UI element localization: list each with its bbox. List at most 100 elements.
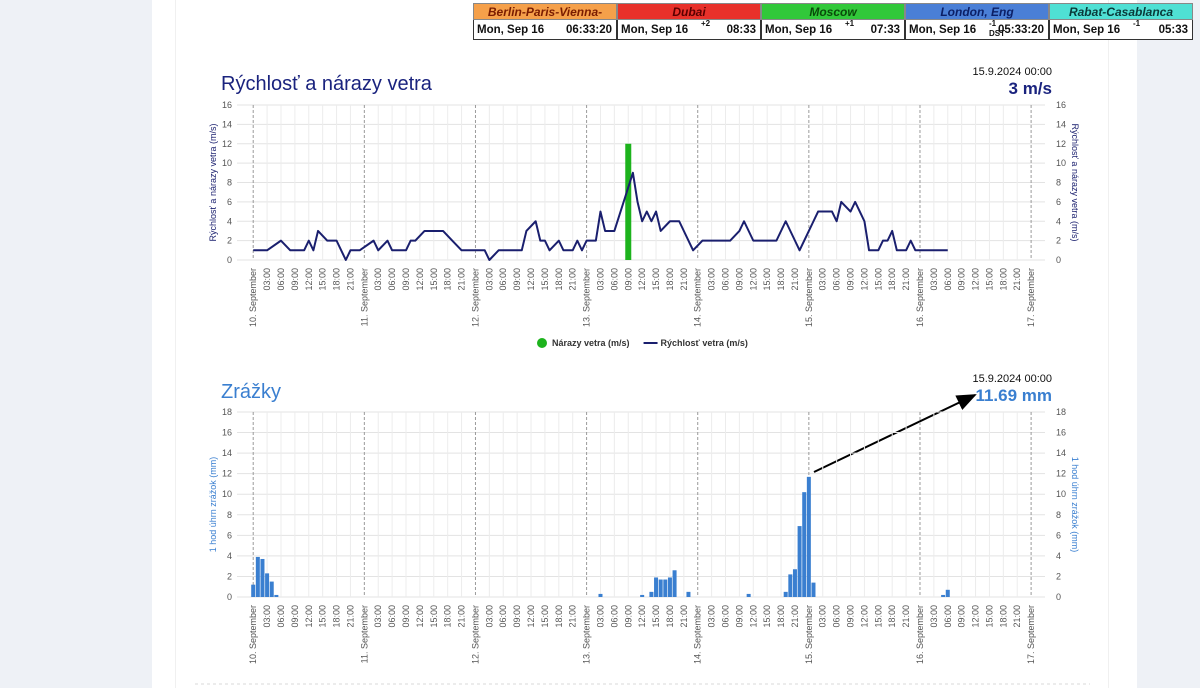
precip-bar	[663, 579, 668, 597]
legend-marker	[537, 338, 547, 348]
y-tick-label: 4	[227, 216, 232, 226]
y2-tick-label: 12	[1056, 469, 1066, 479]
precip-bar	[746, 593, 751, 597]
y2-tick-label: 6	[1056, 530, 1061, 540]
y2-tick-label: 16	[1056, 100, 1066, 110]
x-tick-label: 21:00	[679, 268, 689, 291]
x-tick-label: 06:00	[387, 268, 397, 291]
x-tick-label: 12:00	[748, 268, 758, 291]
x-tick-label: 09:00	[290, 268, 300, 291]
clock-time: 06:33:20	[565, 24, 612, 36]
y2-tick-label: 10	[1056, 158, 1066, 168]
x-tick-label: 10. September	[248, 605, 258, 664]
x-tick-label: 21:00	[679, 605, 689, 628]
y2-tick-label: 8	[1056, 510, 1061, 520]
x-tick-label: 21:00	[457, 605, 467, 628]
x-tick-label: 15:00	[651, 268, 661, 291]
y-tick-label: 14	[222, 448, 232, 458]
x-tick-label: 11. September	[359, 605, 369, 663]
x-tick-label: 21:00	[568, 268, 578, 291]
x-tick-label: 03:00	[373, 605, 383, 628]
legend-label: Nárazy vetra (m/s)	[552, 338, 630, 348]
x-tick-label: 18:00	[887, 605, 897, 628]
precip-bar	[788, 574, 793, 597]
x-tick-label: 03:00	[484, 268, 494, 291]
x-tick-label: 17. September	[1026, 268, 1036, 327]
x-tick-label: 12:00	[859, 268, 869, 291]
clock-city: Moscow	[761, 3, 905, 20]
timestamp: 15.9.2024 00:00	[972, 373, 1052, 385]
x-tick-label: 06:00	[721, 605, 731, 628]
clock-dst: DST	[989, 29, 1005, 38]
x-tick-label: 12:00	[637, 605, 647, 628]
clock-row: Mon, Sep 16 -1 DST 05:33:20	[905, 19, 1049, 40]
timestamp: 15.9.2024 00:00	[972, 66, 1052, 78]
y2-tick-label: 12	[1056, 139, 1066, 149]
x-tick-label: 09:00	[734, 605, 744, 628]
precip-bar	[667, 577, 672, 597]
x-tick-label: 21:00	[790, 605, 800, 628]
precip-bar	[255, 556, 260, 597]
x-tick-label: 10. September	[248, 268, 258, 327]
clock: Berlin-Paris-Vienna-RomaMon, Sep 16 06:33…	[473, 3, 617, 40]
precip-bar	[654, 577, 659, 597]
x-tick-label: 03:00	[262, 605, 272, 628]
y-tick-label: 12	[222, 469, 232, 479]
precip-bar	[269, 581, 274, 597]
y2-tick-label: 6	[1056, 197, 1061, 207]
x-tick-label: 15:00	[318, 605, 328, 628]
clock-offset: -1	[1133, 19, 1141, 28]
x-tick-label: 12:00	[971, 268, 981, 291]
clock-row: Mon, Sep 16 +1 07:33	[761, 19, 905, 40]
precip-bar	[806, 476, 811, 597]
x-tick-label: 06:00	[721, 268, 731, 291]
x-tick-label: 18:00	[443, 268, 453, 291]
clock-city: Berlin-Paris-Vienna-Roma	[473, 3, 617, 36]
y2-tick-label: 14	[1056, 119, 1066, 129]
y2-tick-label: 10	[1056, 489, 1066, 499]
x-tick-label: 15:00	[540, 605, 550, 628]
x-tick-label: 21:00	[790, 268, 800, 291]
x-tick-label: 18:00	[443, 605, 453, 628]
precip-bar	[792, 569, 797, 597]
clock: Rabat-Casablanca Mon, Sep 16 -1 05:33	[1049, 3, 1193, 40]
x-tick-label: 09:00	[623, 268, 633, 291]
card	[175, 0, 1109, 688]
x-tick-label: 18:00	[998, 605, 1008, 628]
x-tick-label: 03:00	[929, 605, 939, 628]
y2-tick-label: 0	[1056, 592, 1061, 602]
x-tick-label: 15:00	[762, 605, 772, 628]
x-tick-label: 21:00	[457, 268, 467, 291]
x-tick-label: 03:00	[707, 268, 717, 291]
x-tick-label: 12:00	[637, 268, 647, 291]
x-tick-label: 13. September	[582, 268, 592, 327]
x-tick-label: 15:00	[873, 268, 883, 291]
x-tick-label: 21:00	[901, 268, 911, 291]
x-tick-label: 15. September	[804, 268, 814, 327]
x-tick-label: 15:00	[540, 268, 550, 291]
precip-bar	[811, 582, 816, 597]
y-tick-label: 16	[222, 100, 232, 110]
precip-bar	[686, 591, 691, 597]
precip-bar	[640, 594, 645, 597]
y-tick-label: 2	[227, 236, 232, 246]
clock-row: Mon, Sep 16 -1 05:33	[1049, 19, 1193, 40]
x-tick-label: 18:00	[332, 605, 342, 628]
clock-offset: +1	[845, 19, 855, 28]
y-tick-label: 6	[227, 530, 232, 540]
y2-tick-label: 16	[1056, 428, 1066, 438]
y-tick-label: 10	[222, 489, 232, 499]
clock: Dubai Mon, Sep 16 +2 08:33	[617, 3, 761, 40]
precip-bar	[941, 594, 946, 597]
x-tick-label: 15:00	[762, 268, 772, 291]
x-tick-label: 18:00	[554, 268, 564, 291]
clock-date: Mon, Sep 16	[909, 24, 977, 36]
clock-date: Mon, Sep 16	[621, 24, 689, 36]
clock-city: Dubai	[617, 3, 761, 20]
clock-time: 05:33:20	[997, 24, 1044, 36]
x-tick-label: 14. September	[693, 605, 703, 664]
clock-city: Rabat-Casablanca	[1049, 3, 1193, 20]
precip-bar	[783, 591, 788, 597]
precip-bar	[658, 579, 663, 597]
